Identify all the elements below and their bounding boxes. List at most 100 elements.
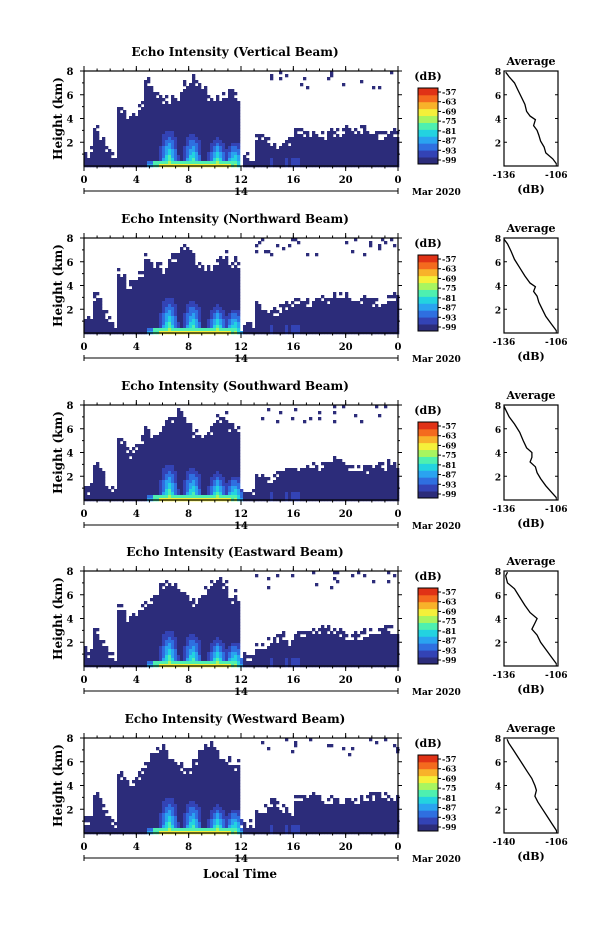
x-tick-label: 12 xyxy=(234,509,248,520)
colorbar-tick-label: -99 xyxy=(442,322,457,332)
colorbar-segment xyxy=(418,796,438,804)
day-label: 14 xyxy=(234,854,248,865)
date-label: Mar 2020 xyxy=(412,355,461,365)
colorbar-tick-label: -87 xyxy=(442,303,456,313)
colorbar-segment xyxy=(418,615,438,623)
average-x-tick-label: -136 xyxy=(493,505,516,515)
colorbar-segment xyxy=(418,803,438,811)
average-profile-line xyxy=(503,405,557,499)
y-tick-label: 4 xyxy=(67,782,74,793)
colorbar-segment xyxy=(418,282,438,290)
x-tick-label: 20 xyxy=(339,342,353,353)
colorbar-frame xyxy=(417,421,439,499)
colorbar-segment xyxy=(418,594,438,603)
colorbar-tick-label: -81 xyxy=(442,793,456,803)
colorbar-tick-label: -57 xyxy=(442,87,456,97)
average-profile-line xyxy=(505,71,557,164)
colorbar-segment xyxy=(418,268,438,277)
colorbar-segment xyxy=(418,657,438,665)
average-y-tick-label: 2 xyxy=(495,139,501,149)
average-y-tick-label: 4 xyxy=(495,283,501,293)
colorbar-segment xyxy=(418,428,438,437)
panel-title: Echo Intensity (Westward Beam) xyxy=(125,712,346,726)
colorbar-title: (dB) xyxy=(414,70,441,83)
average-y-tick-label: 8 xyxy=(495,402,501,412)
x-tick-label: 8 xyxy=(185,175,192,186)
average-x-tick-label: -136 xyxy=(493,171,516,181)
colorbar-tick-label: -63 xyxy=(442,597,457,607)
average-x-label: (dB) xyxy=(517,350,544,363)
y-axis-label: Height (km) xyxy=(51,744,65,827)
average-profile-line xyxy=(505,571,557,664)
colorbar-segment xyxy=(418,129,438,137)
y-tick-label: 6 xyxy=(67,91,74,102)
average-y-tick-label: 4 xyxy=(495,616,501,626)
date-label: Mar 2020 xyxy=(412,688,461,698)
x-tick-label: 8 xyxy=(185,509,192,520)
average-y-tick-label: 6 xyxy=(495,592,501,602)
colorbar-segment xyxy=(418,303,438,311)
colorbar-segment xyxy=(418,150,438,158)
colorbar-frame xyxy=(417,87,439,165)
colorbar-tick-label: -57 xyxy=(442,421,456,431)
average-frame xyxy=(503,570,559,667)
colorbar-tick-label: -81 xyxy=(442,460,456,470)
x-tick-label: 20 xyxy=(339,842,353,853)
colorbar-tick-label: -57 xyxy=(442,254,456,264)
x-tick-label: 16 xyxy=(286,342,300,353)
colorbar-tick-label: -69 xyxy=(442,440,457,450)
colorbar-segment xyxy=(418,442,438,451)
colorbar-segment xyxy=(418,782,438,790)
colorbar-segment xyxy=(418,817,438,825)
panel-title: Echo Intensity (Southward Beam) xyxy=(121,379,349,393)
colorbar-tick-label: -69 xyxy=(442,273,457,283)
colorbar-tick-label: -87 xyxy=(442,803,456,813)
panel-5: Echo Intensity (Westward Beam)2468Height… xyxy=(51,712,568,865)
panel-title: Echo Intensity (Eastward Beam) xyxy=(126,545,343,559)
average-y-tick-label: 4 xyxy=(495,783,501,793)
colorbar-title: (dB) xyxy=(414,404,441,417)
colorbar-segment xyxy=(418,470,438,478)
colorbar-tick-label: -93 xyxy=(442,479,457,489)
average-y-tick-label: 8 xyxy=(495,735,501,745)
colorbar-segment xyxy=(418,115,438,123)
colorbar-segment xyxy=(418,317,438,325)
x-tick-label: 16 xyxy=(286,175,300,186)
average-x-label: (dB) xyxy=(517,183,544,196)
colorbar-segment xyxy=(418,768,438,777)
colorbar-tick-label: -63 xyxy=(442,97,457,107)
colorbar-title: (dB) xyxy=(414,570,441,583)
colorbar-segment xyxy=(418,636,438,644)
x-tick-label: 4 xyxy=(133,842,140,853)
x-tick-label: 0 xyxy=(395,675,402,686)
x-tick-label: 0 xyxy=(395,842,402,853)
y-axis-label: Height (km) xyxy=(51,577,65,660)
colorbar-segment xyxy=(418,422,438,430)
colorbar-segment xyxy=(418,324,438,332)
colorbar-title: (dB) xyxy=(414,737,441,750)
average-frame xyxy=(503,237,559,334)
panel-2: Echo Intensity (Northward Beam)2468Heigh… xyxy=(51,212,568,365)
colorbar-tick-label: -93 xyxy=(442,145,457,155)
colorbar-segment xyxy=(418,622,438,630)
colorbar-segment xyxy=(418,775,438,784)
average-x-tick-label: -140 xyxy=(493,838,516,848)
y-tick-label: 4 xyxy=(67,282,74,293)
x-tick-label: 4 xyxy=(133,509,140,520)
colorbar-segment xyxy=(418,108,438,117)
colorbar-segment xyxy=(418,255,438,263)
average-title: Average xyxy=(505,55,555,68)
y-tick-label: 2 xyxy=(67,805,74,816)
average-profile-line xyxy=(506,738,558,831)
colorbar-tick-label: -81 xyxy=(442,126,456,136)
colorbar-tick-label: -99 xyxy=(442,655,457,665)
colorbar-tick-label: -99 xyxy=(442,822,457,832)
y-tick-label: 4 xyxy=(67,449,74,460)
x-tick-label: 20 xyxy=(339,175,353,186)
colorbar-tick-label: -69 xyxy=(442,773,457,783)
x-tick-label: 20 xyxy=(339,509,353,520)
colorbar-segment xyxy=(418,310,438,318)
average-y-tick-label: 6 xyxy=(495,426,501,436)
day-label: 14 xyxy=(234,187,248,198)
y-axis-label: Height (km) xyxy=(51,77,65,160)
